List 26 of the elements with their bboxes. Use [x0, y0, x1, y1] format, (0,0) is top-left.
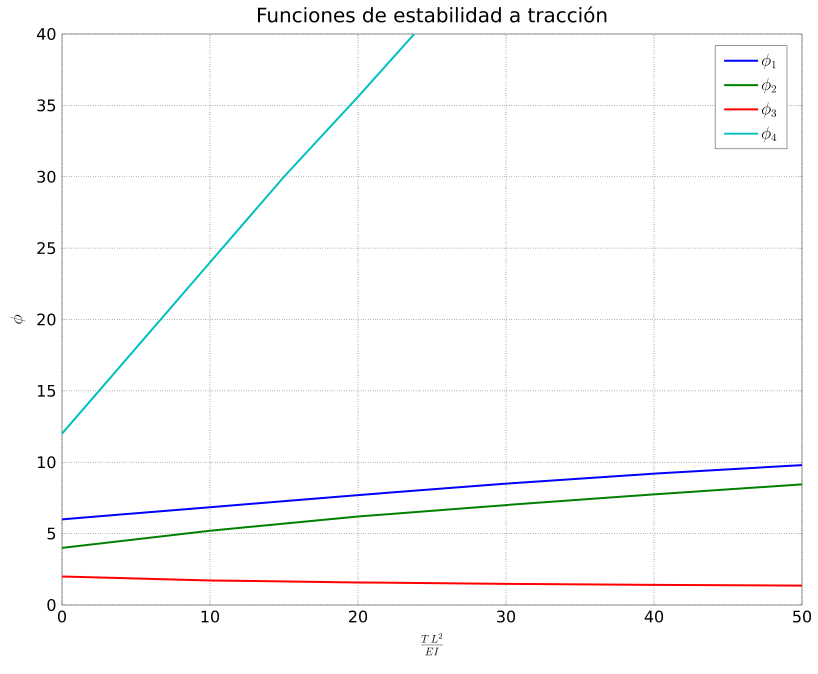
x-tick-label: 0: [58, 610, 66, 623]
x-tick-label: 10: [202, 610, 220, 623]
y-tick-label: 15: [38, 384, 56, 397]
x-tick-label: 50: [793, 610, 812, 623]
y-tick-label: 35: [37, 99, 56, 112]
y-axis-title: $\phi$: [10, 314, 26, 324]
line-series: [62, 464, 802, 520]
y-tick-label: 20: [37, 313, 56, 326]
x-tick-label: 40: [644, 610, 664, 623]
chart-title: Funciones de estabilidad a tracción: [258, 6, 606, 23]
legend-label: $\phi_4$: [762, 126, 776, 142]
legend-label: $\phi_3$: [762, 102, 776, 118]
y-tick-label: 0: [47, 598, 56, 612]
y-tick-label: 25: [37, 242, 56, 254]
line-series: [62, 575, 802, 587]
line-series: [62, 483, 802, 549]
x-tick-label: 20: [349, 610, 368, 623]
y-tick-label: 5: [48, 528, 56, 540]
line-series: [62, 34, 416, 435]
x-tick-label: 30: [497, 610, 516, 623]
y-tick-label: 10: [38, 456, 56, 468]
legend-label: $\phi_2$: [762, 78, 776, 94]
legend-label: $\phi_1$: [762, 54, 776, 70]
y-tick-label: 40: [36, 28, 56, 40]
y-tick-label: 30: [37, 170, 56, 183]
x-axis-title: $\frac{T\,L^2}{EI}$: [421, 633, 443, 656]
